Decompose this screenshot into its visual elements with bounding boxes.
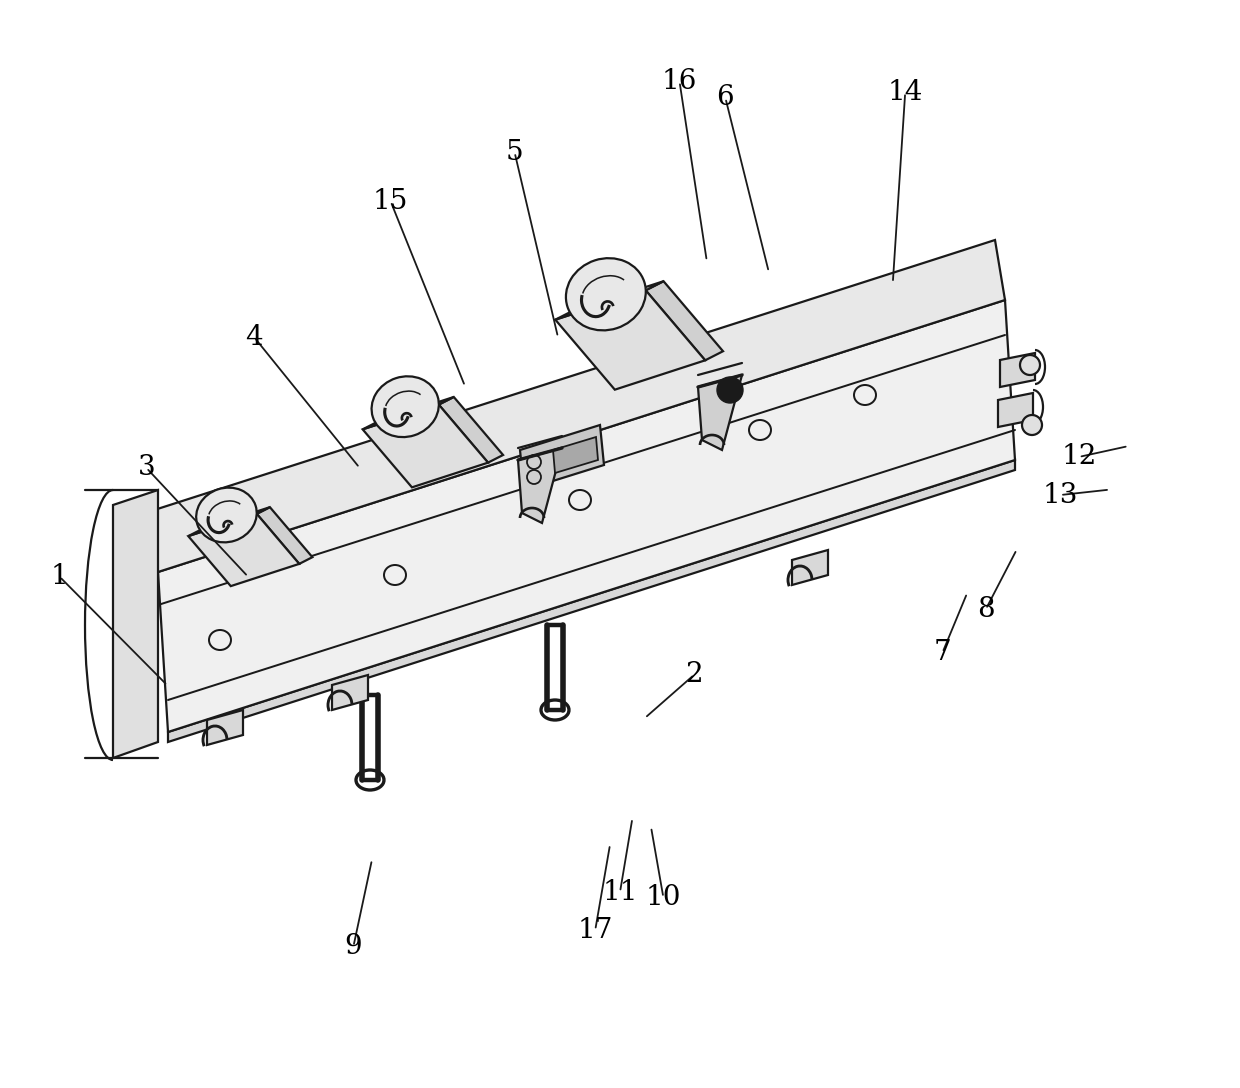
Polygon shape [520,425,604,490]
Polygon shape [362,397,454,430]
Polygon shape [207,710,243,745]
Polygon shape [998,393,1033,426]
Text: 7: 7 [934,640,951,666]
Text: 4: 4 [246,324,263,350]
Text: 15: 15 [373,188,408,214]
Polygon shape [698,375,742,450]
Polygon shape [646,281,723,360]
Polygon shape [556,281,663,320]
Ellipse shape [565,258,646,331]
Ellipse shape [196,487,257,542]
Polygon shape [257,507,312,564]
Text: 17: 17 [578,917,613,943]
Text: 12: 12 [1061,444,1096,470]
Polygon shape [792,551,828,585]
Text: 10: 10 [646,885,681,911]
Polygon shape [113,490,157,758]
Polygon shape [553,437,598,473]
Polygon shape [167,460,1016,742]
Text: 16: 16 [662,69,697,95]
Polygon shape [332,675,368,710]
Polygon shape [188,514,299,586]
Text: 3: 3 [138,455,155,481]
Text: 5: 5 [506,139,523,165]
Text: 2: 2 [686,662,703,688]
Text: 14: 14 [888,79,923,106]
Polygon shape [148,240,1004,572]
Polygon shape [157,300,1016,732]
Text: 1: 1 [51,564,68,590]
Text: 11: 11 [603,879,637,905]
Text: 8: 8 [977,596,994,622]
Polygon shape [518,448,562,523]
Text: 9: 9 [345,934,362,960]
Polygon shape [188,507,270,536]
Ellipse shape [372,376,439,437]
Polygon shape [362,405,489,487]
Polygon shape [439,397,503,462]
Text: 6: 6 [717,85,734,111]
Circle shape [1021,355,1040,375]
Polygon shape [999,353,1035,387]
Text: 13: 13 [1043,482,1078,508]
Circle shape [1022,415,1042,435]
Polygon shape [556,290,706,390]
Circle shape [717,378,743,403]
